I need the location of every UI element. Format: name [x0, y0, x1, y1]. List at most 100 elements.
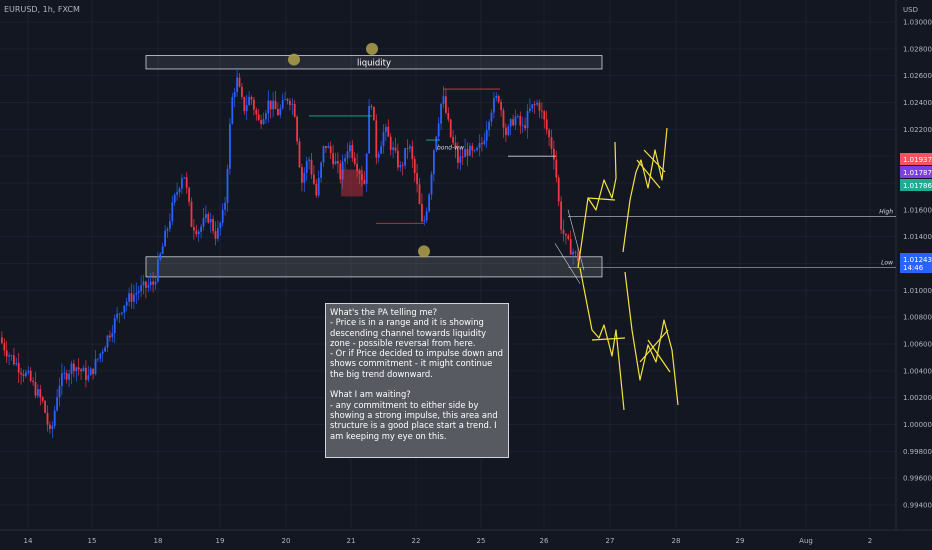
candle-body [56, 397, 58, 411]
time-tick-label: Aug [799, 537, 813, 545]
swing-marker [288, 53, 300, 66]
price-tick-label: 1.00200 [903, 394, 932, 402]
projection-scribble [622, 127, 668, 253]
candle-body [164, 230, 166, 247]
candle-body [111, 333, 114, 338]
candle-body [51, 425, 54, 429]
candle-body [406, 148, 409, 149]
candle-body [241, 86, 243, 97]
candle-body [238, 77, 241, 87]
candle-body [293, 103, 296, 117]
candle-body [553, 148, 555, 160]
candle-body [137, 291, 140, 293]
swing-marker [366, 42, 378, 55]
price-badge: 1.01787 [900, 166, 932, 178]
candle-body [77, 367, 80, 370]
candle-body [8, 355, 10, 357]
candle-body [387, 126, 390, 137]
candle-body [483, 140, 486, 145]
candle-body [142, 281, 145, 286]
candle-body [317, 177, 320, 196]
time-tick-label: 29 [736, 537, 745, 545]
candle-body [140, 285, 142, 292]
bos-label: bond-ww [437, 144, 464, 151]
candle-body [10, 355, 13, 357]
candle-body [97, 358, 99, 360]
candle-body [517, 115, 519, 117]
price-badge-time: 14:46 [903, 264, 924, 272]
candle-body [409, 146, 411, 149]
candle-body [207, 214, 210, 223]
analysis-note[interactable]: What's the PA telling me? - Price is in … [325, 303, 509, 458]
projection-scribble [624, 271, 679, 406]
price-tick-label: 1.00400 [903, 367, 932, 375]
candle-body [245, 105, 248, 112]
candle-body [255, 109, 258, 115]
candle-body [221, 209, 224, 223]
candle-body [121, 312, 123, 314]
candle-body [113, 318, 116, 334]
price-badge: 1.01786 [900, 179, 932, 191]
candle-body [514, 116, 517, 126]
candle-body [325, 146, 327, 148]
candle-body [308, 159, 310, 161]
candle-body [197, 231, 200, 235]
candle-body [509, 119, 512, 127]
candle-body [337, 161, 339, 164]
candle-body [185, 177, 188, 188]
candle-body [411, 146, 414, 160]
candle-body [190, 201, 193, 227]
candle-body [466, 149, 469, 156]
time-axis[interactable]: 14 15 18 19 20 21 22 25 26 27 28 29 Aug 2 [24, 537, 873, 545]
candle-body [118, 313, 121, 315]
candle-body [445, 96, 447, 113]
candle-body [260, 120, 262, 125]
candle-body [267, 100, 270, 114]
candle-body [341, 161, 344, 180]
candle-body [531, 104, 534, 109]
candle-body [385, 126, 387, 132]
channel-line [567, 209, 585, 271]
candle-body [572, 251, 574, 255]
candle-body [490, 112, 493, 122]
candle-body [53, 410, 56, 426]
candle-body [569, 239, 572, 255]
candle-body [545, 119, 548, 130]
candle-body [46, 412, 49, 425]
candle-body [459, 156, 462, 163]
price-axis[interactable]: USD 1.03000 1.02800 1.02600 1.02400 1.02200 1.… [900, 6, 932, 510]
candle-body [435, 136, 438, 151]
price-tick-label: 1.01000 [903, 287, 932, 295]
time-tick-label: 28 [672, 537, 681, 545]
candle-body [291, 103, 294, 105]
price-tick-label: 1.01600 [903, 206, 932, 214]
candle-body [301, 167, 303, 183]
price-badge: 1.01937 [900, 153, 932, 165]
candle-body [178, 188, 181, 193]
candle-body [437, 123, 440, 137]
candles [1, 67, 579, 438]
candle-body [125, 301, 128, 306]
price-tick-label: 1.02200 [903, 126, 932, 134]
candle-body [106, 335, 109, 348]
price-tick-label: 1.00600 [903, 341, 932, 349]
candle-body [39, 389, 42, 398]
candle-body [159, 253, 162, 260]
price-badge-bg [900, 153, 932, 165]
candle-body [565, 233, 567, 236]
candle-body [219, 222, 222, 229]
candle-body [200, 226, 202, 232]
candle-body [133, 294, 135, 302]
price-tick-label: 1.02800 [903, 45, 932, 53]
candle-body [27, 370, 30, 373]
candle-body [154, 281, 157, 285]
price-tick-label: 1.00800 [903, 314, 932, 322]
candle-body [277, 109, 279, 116]
time-tick-label: 27 [606, 537, 615, 545]
time-tick-label: 2 [868, 537, 872, 545]
candle-body [262, 119, 265, 125]
candle-body [202, 218, 205, 227]
candle-body [250, 96, 253, 100]
candle-body [351, 145, 354, 158]
